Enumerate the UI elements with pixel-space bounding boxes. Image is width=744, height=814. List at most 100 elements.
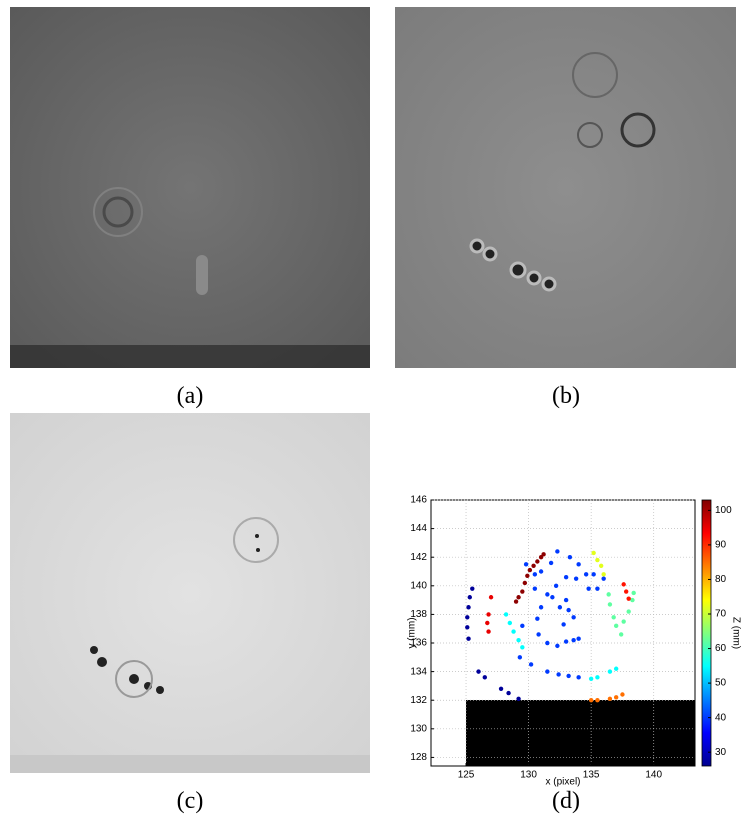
point xyxy=(482,675,488,680)
point xyxy=(613,666,619,671)
y-tick-label: 144 xyxy=(410,523,427,534)
point xyxy=(520,623,525,629)
point xyxy=(626,609,631,614)
point xyxy=(591,572,596,577)
point xyxy=(601,572,606,577)
point xyxy=(535,616,540,621)
point xyxy=(548,560,554,566)
point xyxy=(538,605,544,610)
x-tick-label: 125 xyxy=(458,770,475,781)
point xyxy=(613,623,619,629)
point xyxy=(550,595,555,600)
point xyxy=(613,695,619,700)
point xyxy=(588,676,594,681)
point xyxy=(511,629,516,634)
x-axis-label: x (pixel) xyxy=(545,777,580,788)
point xyxy=(583,572,589,577)
point xyxy=(567,555,573,560)
point xyxy=(486,612,491,617)
point xyxy=(576,675,581,680)
point xyxy=(631,590,636,596)
y-tick-label: 140 xyxy=(410,580,427,591)
colorbar-tick-label: 50 xyxy=(715,678,727,689)
colorbar-tick-label: 90 xyxy=(715,540,727,551)
colorbar-tick-label: 30 xyxy=(715,747,727,758)
point xyxy=(520,645,525,650)
colorbar-tick-label: 70 xyxy=(715,609,727,620)
point xyxy=(563,575,569,580)
point xyxy=(555,549,560,554)
point xyxy=(571,637,576,643)
point xyxy=(626,596,631,601)
point xyxy=(535,559,540,564)
point xyxy=(618,632,624,637)
point xyxy=(607,696,613,701)
point xyxy=(532,586,538,591)
point xyxy=(516,595,521,600)
point xyxy=(556,672,561,677)
point xyxy=(516,637,521,643)
x-tick-label: 140 xyxy=(645,770,662,781)
point xyxy=(595,675,600,680)
point xyxy=(503,612,509,617)
y-tick-label: 128 xyxy=(410,752,427,763)
point xyxy=(595,698,600,703)
caption: (d) xyxy=(552,788,580,814)
image-c xyxy=(10,413,370,773)
point xyxy=(465,615,470,620)
point xyxy=(536,632,541,637)
caption: (c) xyxy=(177,788,204,814)
point xyxy=(595,586,600,591)
point xyxy=(566,673,571,679)
point xyxy=(467,595,472,600)
point xyxy=(523,562,529,567)
point xyxy=(598,563,604,568)
point xyxy=(531,563,536,568)
y-axis-label: y (mm) xyxy=(407,617,418,648)
point xyxy=(532,572,538,577)
image-a xyxy=(10,7,370,368)
point xyxy=(466,605,471,610)
point xyxy=(528,662,534,667)
colorbar-label: Z (mm) xyxy=(730,617,741,649)
point xyxy=(555,643,560,649)
y-tick-label: 146 xyxy=(410,495,427,506)
point xyxy=(566,607,571,613)
point xyxy=(576,636,581,641)
point xyxy=(538,555,544,560)
point xyxy=(607,602,613,607)
point xyxy=(513,599,519,604)
point xyxy=(522,580,528,586)
y-tick-label: 132 xyxy=(410,695,427,706)
point xyxy=(506,690,511,696)
point xyxy=(586,586,591,591)
colorbar-tick-label: 40 xyxy=(715,712,727,723)
point xyxy=(557,605,563,610)
point xyxy=(588,698,594,703)
point xyxy=(623,589,629,594)
point xyxy=(620,692,625,697)
point xyxy=(601,576,606,581)
image-b xyxy=(395,7,736,368)
point xyxy=(517,655,523,660)
point xyxy=(621,619,626,624)
point xyxy=(520,589,525,594)
point xyxy=(573,576,579,581)
point xyxy=(466,636,471,641)
caption: (b) xyxy=(552,383,580,409)
point xyxy=(486,629,491,634)
masked-region xyxy=(466,700,695,766)
y-tick-label: 138 xyxy=(410,609,427,620)
point xyxy=(541,552,546,557)
colorbar-tick-label: 60 xyxy=(715,643,727,654)
point xyxy=(611,615,616,620)
y-tick-label: 130 xyxy=(410,723,427,734)
point xyxy=(607,669,613,674)
point xyxy=(488,595,494,600)
point xyxy=(545,669,550,674)
point xyxy=(606,592,611,597)
point xyxy=(545,592,550,597)
x-tick-label: 130 xyxy=(520,770,537,781)
point xyxy=(485,620,490,626)
point xyxy=(576,562,581,567)
